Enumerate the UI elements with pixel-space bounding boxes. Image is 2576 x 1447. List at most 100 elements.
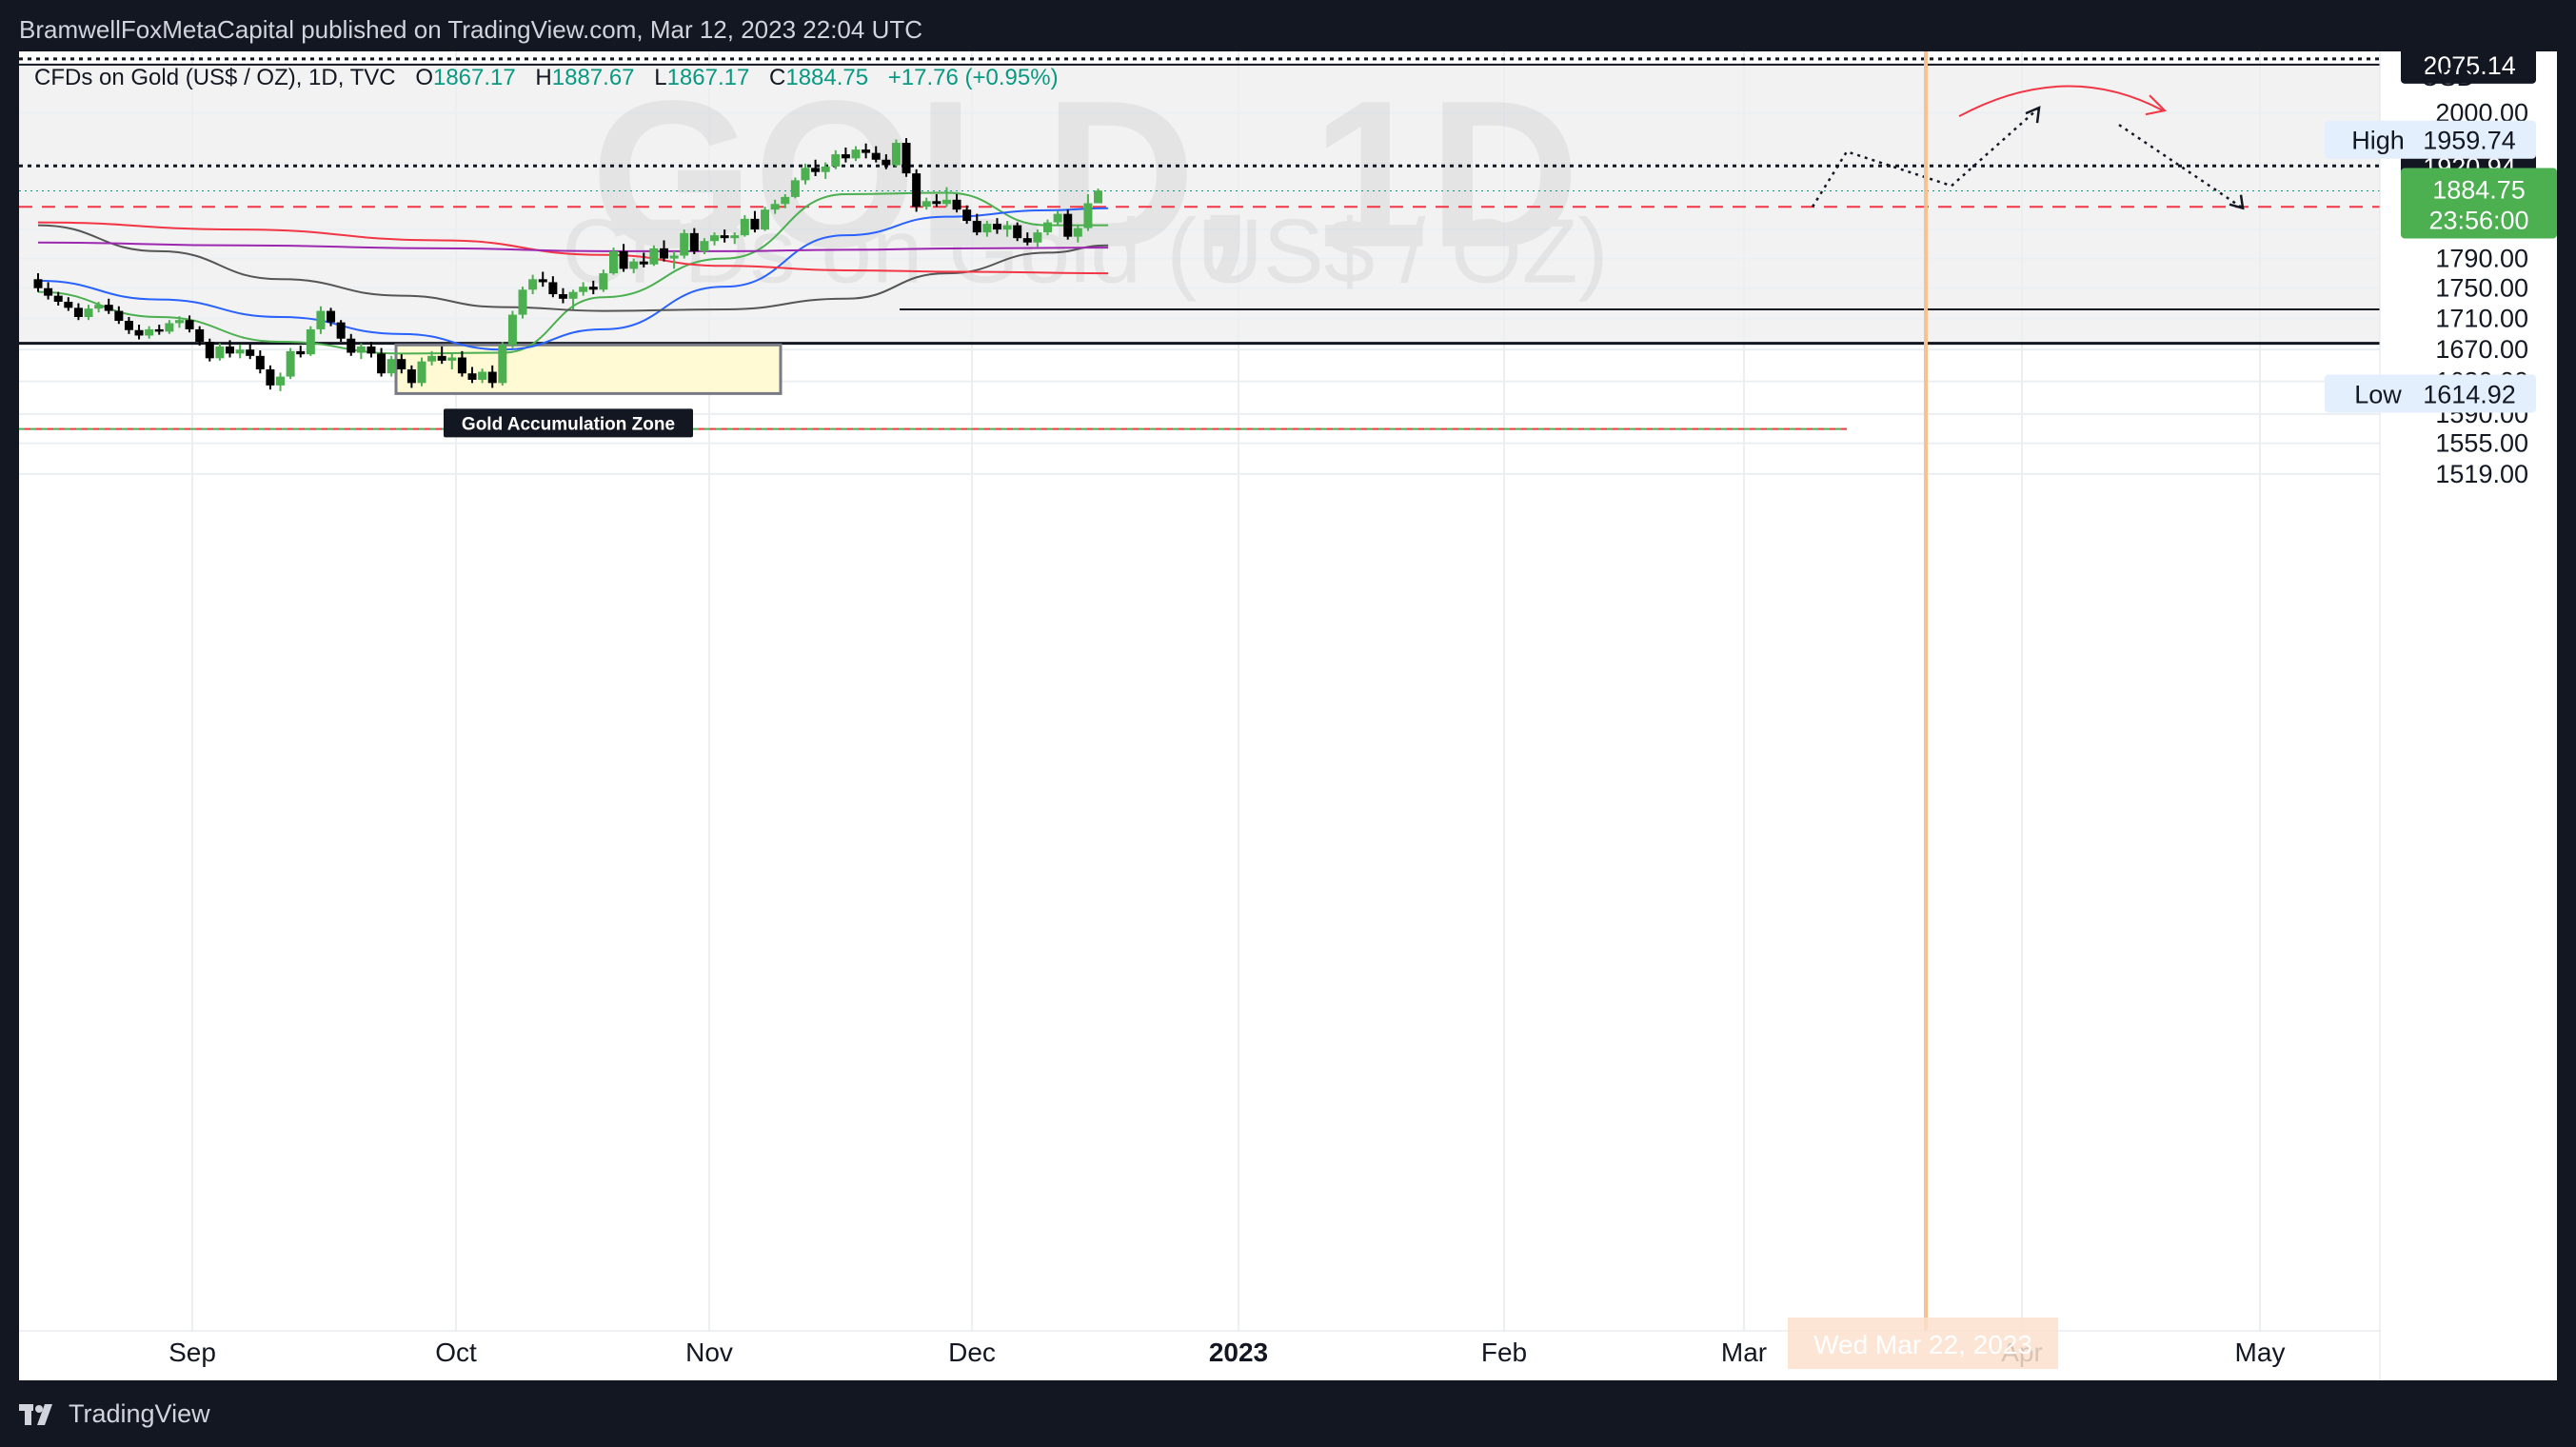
candle-body [912,173,921,208]
candle-body [246,349,255,356]
candle-body [1073,228,1082,237]
candle-body [94,305,104,309]
candle-body [33,279,43,288]
time-tick: Oct [435,1338,477,1367]
candle-body [891,143,901,166]
candle-body [427,355,437,362]
price-tick: 1750.00 [2435,274,2528,303]
candle-body [286,350,295,377]
candle-body [740,218,749,236]
zone-label-bg [444,408,693,438]
candle-body [750,218,760,230]
close-label: C [769,65,786,90]
curve-arrow [1958,85,2164,117]
candle-body [498,345,507,384]
candle-body [195,328,205,343]
candle-body [174,320,184,324]
publisher-bar: BramwellFoxMetaCapital published on Trad… [0,0,2576,51]
high-badge: High 1959.74 [2325,120,2536,159]
candle-body [185,320,194,329]
candle-body [1094,190,1103,204]
candle-body [730,235,740,239]
candle-body [558,294,567,299]
candle-body [639,261,648,265]
brand-name: TradingView [69,1399,210,1428]
candle-body [1013,225,1022,239]
candle-body [145,328,154,336]
price-tick: 1710.00 [2435,305,2528,333]
candle-body [781,196,790,205]
projection-path-up [1811,107,2040,208]
time-tick: Dec [948,1338,996,1367]
low-badge-value: 1614.92 [2423,380,2516,408]
candle-body [406,369,416,384]
candle-body [689,232,699,251]
candle-body [608,250,618,274]
chart-frame[interactable]: GOLD, 1D CFDs on Gold (US$ / OZ) Gold Accu… [19,51,2557,1380]
candle-body [507,314,517,346]
candle-body [538,279,547,283]
candle-body [1043,222,1052,233]
candle-body [862,149,871,153]
tradingview-logo-icon [19,1403,52,1425]
candle-body [579,287,588,292]
candle-body [1053,213,1062,223]
candle-body [629,261,639,269]
candle-body [124,321,133,330]
candle-body [962,209,972,222]
level-badge-2075: 2075.14 [2401,51,2536,84]
price-tick: 1670.00 [2435,335,2528,364]
candle-body [296,350,306,355]
candle-body [347,338,356,353]
candle-body [680,232,689,256]
tradingview-brand[interactable]: TradingView [19,1399,210,1429]
projection-path-down [2118,124,2244,209]
bar-countdown: 23:56:00 [2428,206,2528,234]
candle-body [941,199,951,205]
crosshair-date-text: Wed Mar 22, 2023 [1813,1330,2032,1359]
candle-body [104,305,113,311]
last-price-value: 1884.75 [2432,175,2526,204]
low-badge-label: Low [2354,380,2402,408]
high-badge-value: 1959.74 [2423,127,2516,155]
candle-body [831,154,841,167]
candle-body [73,307,83,317]
moving-average-line [37,221,1109,275]
candle-body [518,289,527,315]
grid-lines [19,51,2380,1331]
candle-body [649,248,659,265]
candle-body [417,361,426,384]
candle-body [84,308,93,317]
candle-body [548,282,558,295]
candle-body [397,359,406,370]
price-tick: 1790.00 [2435,245,2528,273]
time-tick: 2023 [1209,1338,1268,1367]
crosshair-date-bg [1788,1318,2058,1369]
low-badge: Low 1614.92 [2325,374,2536,413]
candle-body [487,371,497,384]
symbol-title: CFDs on Gold (US$ / OZ), 1D, TVC [34,65,396,90]
time-tick: Sep [168,1338,216,1367]
level-badge-2075-bg [2401,51,2536,84]
projection [1811,85,2245,210]
candle-body [619,250,628,269]
candles [33,138,1103,391]
candle-body [205,342,214,359]
low-badge-bg [2325,374,2536,413]
candle-body [1002,225,1012,230]
candle-body [386,359,396,374]
candle-body [932,201,941,205]
time-tick: Feb [1481,1338,1527,1367]
candle-body [882,159,891,166]
time-tick: Nov [685,1338,733,1367]
candle-body [457,357,466,374]
candle-body [377,353,386,374]
candle-body [528,279,538,290]
currency-label[interactable]: USD [2421,63,2476,91]
candle-body [215,346,225,359]
moving-average-line [37,207,1109,351]
candle-body [669,255,679,259]
high-label: H [535,65,552,90]
candle-body [599,273,608,290]
